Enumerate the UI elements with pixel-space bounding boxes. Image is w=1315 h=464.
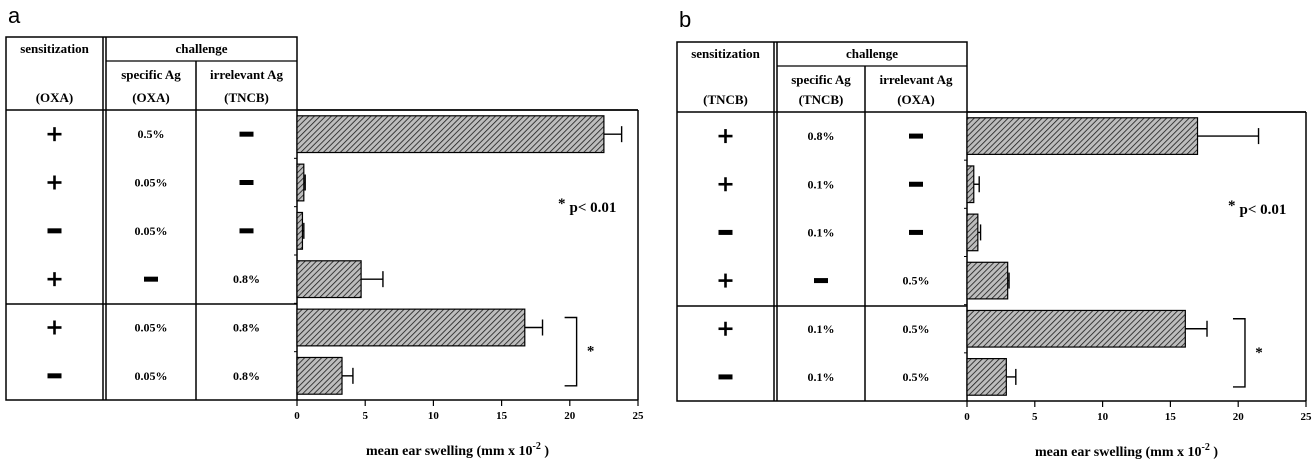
- bar: [296, 308, 526, 347]
- x-axis-label-main: mean ear swelling (mm x 10: [1035, 445, 1202, 460]
- significance-star: *: [1255, 345, 1263, 361]
- irrelevant-ag-cell: –: [239, 180, 254, 185]
- significance-bracket: [564, 316, 578, 387]
- bar: [966, 358, 1007, 396]
- x-tick-label: 5: [362, 410, 368, 422]
- bar: [966, 213, 979, 252]
- bar: [296, 211, 304, 250]
- specific-ag-header: specific Ag: [791, 72, 851, 87]
- x-tick-label: 10: [428, 410, 440, 422]
- bar: [966, 117, 1199, 155]
- p-value-star: *: [1228, 198, 1236, 214]
- x-axis-label: mean ear swelling (mm x 10-2 ): [1035, 442, 1218, 460]
- specific-ag-cell: 0.8%: [808, 129, 835, 143]
- sensitization-cell: +: [47, 127, 62, 142]
- challenge-header: challenge: [176, 41, 228, 56]
- sensitization-cell: +: [47, 175, 62, 190]
- bar: [966, 165, 975, 204]
- significance-bracket: [1232, 318, 1246, 388]
- p-value-annotation: * p< 0.01: [1228, 198, 1286, 218]
- irrelevant-ag-cell: –: [239, 228, 254, 234]
- sensitization-cell: +: [718, 177, 733, 192]
- sensitization-cell: +: [718, 321, 733, 336]
- bar: [966, 309, 1186, 348]
- sensitization-cell: +: [718, 129, 733, 144]
- irrelevant-ag-cell: –: [909, 181, 923, 187]
- significance-star: *: [587, 344, 595, 360]
- x-tick-label: 25: [1301, 411, 1313, 423]
- x-axis-label-main: mean ear swelling (mm x 10: [366, 444, 533, 459]
- x-tick-label: 20: [564, 410, 576, 422]
- specific-ag-sub: (OXA): [132, 90, 170, 105]
- specific-ag-cell: 0.1%: [808, 322, 835, 336]
- x-tick-label: 20: [1233, 411, 1245, 423]
- panel-label: b: [679, 7, 691, 32]
- x-tick-label: 15: [1165, 411, 1177, 423]
- x-tick-label: 10: [1097, 411, 1109, 423]
- irrelevant-ag-cell: –: [909, 133, 923, 139]
- specific-ag-header: specific Ag: [121, 67, 181, 82]
- x-tick-label: 0: [294, 410, 300, 422]
- irrelevant-ag-cell: –: [239, 131, 254, 137]
- irrelevant-ag-cell: 0.8%: [233, 321, 260, 335]
- specific-ag-cell: 0.05%: [135, 321, 168, 335]
- x-axis-label-sup: -2: [1202, 442, 1210, 453]
- irrelevant-ag-cell: 0.8%: [233, 272, 260, 286]
- p-value-annotation: * p< 0.01: [558, 196, 616, 216]
- sensitization-sub: (OXA): [36, 90, 74, 105]
- bar: [296, 356, 343, 395]
- specific-ag-cell: 0.1%: [808, 225, 835, 239]
- sensitization-cell: –: [47, 373, 62, 379]
- irrelevant-ag-cell: –: [909, 229, 923, 235]
- specific-ag-cell: 0.05%: [135, 369, 168, 383]
- p-value-star: *: [558, 196, 566, 212]
- x-axis-label-end: ): [541, 444, 550, 459]
- irrelevant-ag-header: irrelevant Ag: [210, 67, 284, 82]
- x-axis-label-end: ): [1210, 445, 1219, 460]
- irrelevant-ag-cell: 0.5%: [903, 322, 930, 336]
- irrelevant-ag-cell: 0.8%: [233, 369, 260, 383]
- specific-ag-cell: –: [144, 276, 158, 282]
- sensitization-cell: –: [47, 228, 62, 234]
- sensitization-sub: (TNCB): [703, 92, 748, 107]
- irrelevant-ag-cell: 0.5%: [903, 370, 930, 384]
- specific-ag-cell: 0.05%: [135, 176, 168, 190]
- sensitization-cell: +: [47, 272, 62, 287]
- challenge-header: challenge: [846, 46, 898, 61]
- p-value-text: p< 0.01: [1240, 202, 1287, 218]
- bar: [966, 261, 1009, 300]
- irrelevant-ag-sub: (TNCB): [224, 90, 269, 105]
- sensitization-cell: –: [718, 229, 733, 235]
- sensitization-cell: +: [718, 273, 733, 288]
- bar: [296, 115, 605, 154]
- x-tick-label: 0: [964, 411, 970, 423]
- p-value-text: p< 0.01: [570, 200, 617, 216]
- bar: [296, 163, 305, 202]
- panel-a: a sensitization (OXA) challenge specific Ag (…: [5, 3, 645, 459]
- x-tick-label: 25: [633, 410, 645, 422]
- sensitization-header: sensitization: [20, 41, 89, 56]
- specific-ag-sub: (TNCB): [799, 92, 844, 107]
- specific-ag-cell: 0.05%: [135, 224, 168, 238]
- x-axis-label: mean ear swelling (mm x 10-2 ): [366, 441, 549, 459]
- x-tick-label: 5: [1032, 411, 1038, 423]
- sensitization-cell: –: [718, 374, 733, 380]
- bar: [296, 260, 362, 299]
- specific-ag-cell: 0.1%: [808, 370, 835, 384]
- x-axis-label-sup: -2: [533, 441, 541, 452]
- specific-ag-cell: 0.5%: [138, 127, 165, 141]
- irrelevant-ag-cell: 0.5%: [903, 274, 930, 288]
- sensitization-header: sensitization: [691, 46, 760, 61]
- panel-label: a: [8, 3, 21, 28]
- specific-ag-cell: 0.1%: [808, 177, 835, 191]
- sensitization-cell: +: [47, 320, 62, 335]
- irrelevant-ag-header: irrelevant Ag: [879, 72, 953, 87]
- irrelevant-ag-sub: (OXA): [897, 92, 935, 107]
- x-tick-label: 15: [496, 410, 508, 422]
- specific-ag-cell: –: [814, 278, 828, 284]
